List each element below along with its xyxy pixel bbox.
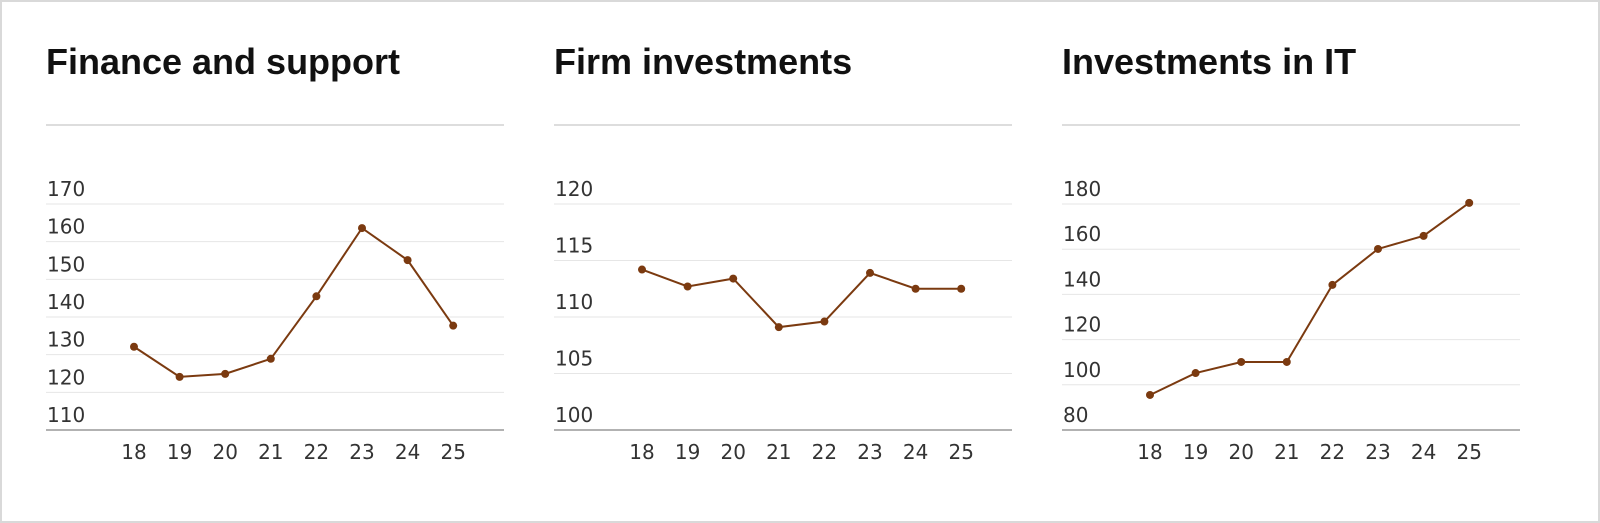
point <box>1419 231 1428 240</box>
point <box>1465 198 1474 207</box>
point <box>1328 280 1337 289</box>
point <box>312 292 321 301</box>
point <box>729 274 738 283</box>
line <box>641 268 962 329</box>
point <box>820 317 829 326</box>
y-tick-label: 160 <box>47 215 85 239</box>
point <box>175 372 184 381</box>
point <box>957 284 966 293</box>
y-tick-label: 140 <box>1063 267 1101 291</box>
y-tick-label: 115 <box>555 234 593 258</box>
point <box>449 321 458 330</box>
point <box>221 369 230 378</box>
point <box>1374 244 1382 253</box>
y-tick-label: 100 <box>555 403 593 427</box>
x-tick-label: 23 <box>857 440 882 464</box>
y-tick-label: 80 <box>1063 403 1088 427</box>
x-tick-label: 24 <box>903 440 928 464</box>
y-tick-label: 110 <box>47 403 85 427</box>
x-tick-label: 23 <box>349 440 374 464</box>
point <box>774 323 783 332</box>
point <box>1282 357 1291 366</box>
y-tick-label: 100 <box>1063 358 1101 382</box>
point <box>866 268 874 277</box>
x-tick-label: 22 <box>1320 440 1345 464</box>
point <box>130 342 138 351</box>
x-tick-label: 18 <box>629 440 654 464</box>
y-tick-label: 180 <box>1063 177 1101 201</box>
x-tick-label: 25 <box>1456 440 1481 464</box>
x-tick-label: 24 <box>395 440 420 464</box>
y-tick-label: 170 <box>47 177 85 201</box>
line <box>133 226 455 378</box>
y-tick-label: 140 <box>47 290 85 314</box>
x-tick-label: 19 <box>1183 440 1208 464</box>
chart-title: Finance and support <box>46 41 400 82</box>
y-tick-label: 130 <box>47 328 85 352</box>
y-tick-label: 120 <box>1063 313 1101 337</box>
x-tick-label: 21 <box>766 440 791 464</box>
x-tick-label: 21 <box>258 440 283 464</box>
chart-title: Investments in IT <box>1062 41 1356 82</box>
point <box>1237 357 1246 366</box>
line <box>1149 202 1470 396</box>
y-tick-label: 110 <box>555 290 593 314</box>
point <box>911 284 920 293</box>
y-tick-label: 150 <box>47 252 85 276</box>
y-tick-label: 120 <box>555 177 593 201</box>
chart-title: Firm investments <box>554 41 852 82</box>
x-tick-label: 23 <box>1365 440 1390 464</box>
x-tick-label: 19 <box>167 440 192 464</box>
x-tick-label: 25 <box>440 440 465 464</box>
x-tick-label: 22 <box>812 440 837 464</box>
x-tick-label: 20 <box>1228 440 1253 464</box>
point <box>683 282 692 291</box>
x-tick-label: 18 <box>121 440 146 464</box>
point <box>638 265 646 274</box>
point <box>1191 369 1200 378</box>
y-tick-label: 120 <box>47 365 85 389</box>
x-tick-label: 24 <box>1411 440 1436 464</box>
x-tick-label: 19 <box>675 440 700 464</box>
x-tick-label: 21 <box>1274 440 1299 464</box>
x-tick-label: 25 <box>948 440 973 464</box>
x-tick-label: 20 <box>212 440 237 464</box>
point <box>266 354 275 363</box>
point <box>403 256 412 265</box>
x-tick-label: 20 <box>720 440 745 464</box>
y-tick-label: 105 <box>555 347 593 371</box>
x-tick-label: 18 <box>1137 440 1162 464</box>
y-tick-label: 160 <box>1063 222 1101 246</box>
point <box>358 224 366 233</box>
x-tick-label: 22 <box>304 440 329 464</box>
point <box>1146 390 1154 399</box>
